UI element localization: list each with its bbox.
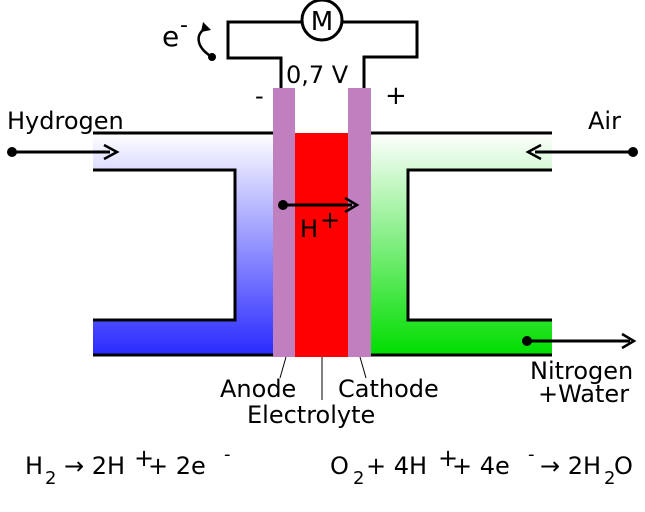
motor-label: M [311,7,333,37]
svg-text:O: O [330,452,349,480]
proton-label: H [300,215,318,243]
nitrogen-label: Nitrogen [530,357,633,385]
svg-text:2: 2 [604,468,615,489]
electrolyte [295,133,348,357]
hydrogen-channel [93,133,273,355]
svg-text:H: H [25,452,43,480]
svg-text:+ 4H: + 4H [366,452,427,480]
proton-arrow-icon [344,196,360,214]
cathode-equation: O 2 + 4H + + 4e - → 2H 2 O [330,444,633,489]
electrolyte-label: Electrolyte [247,401,375,429]
anode [273,88,295,357]
negative-terminal: - [255,82,264,110]
air-label: Air [588,107,621,135]
svg-text:→ 2H: → 2H [64,452,125,480]
cathode [348,88,371,357]
svg-text:+ 4e: + 4e [452,452,510,480]
electron-label: e [162,20,179,53]
svg-text:+: + [438,444,458,472]
svg-text:→ 2H: → 2H [540,452,601,480]
motor-icon [300,0,344,42]
water-label: +Water [538,380,629,408]
anode-label: Anode [220,375,296,403]
cathode-label: Cathode [338,375,439,403]
svg-text:-: - [528,444,535,465]
svg-text:-: - [224,444,231,465]
air-arrow-icon [525,143,542,161]
exhaust-arrow-icon [621,332,637,350]
circuit-wire [226,20,419,88]
proton-sup: + [320,206,340,234]
voltage-label: 0,7 V [286,61,349,89]
air-channel [371,133,552,355]
svg-text:+: + [134,444,154,472]
electron-sup: - [180,13,188,38]
electron-flow-arrow-icon [197,26,213,59]
positive-terminal: + [385,81,407,111]
anode-equation: H 2 → 2H + + 2e - [25,444,231,489]
hydrogen-label: Hydrogen [7,107,124,135]
svg-text:+ 2e: + 2e [148,452,206,480]
hydrogen-arrow-icon [103,143,120,161]
svg-text:2: 2 [45,468,56,489]
svg-text:2: 2 [353,468,364,489]
svg-text:O: O [614,452,633,480]
